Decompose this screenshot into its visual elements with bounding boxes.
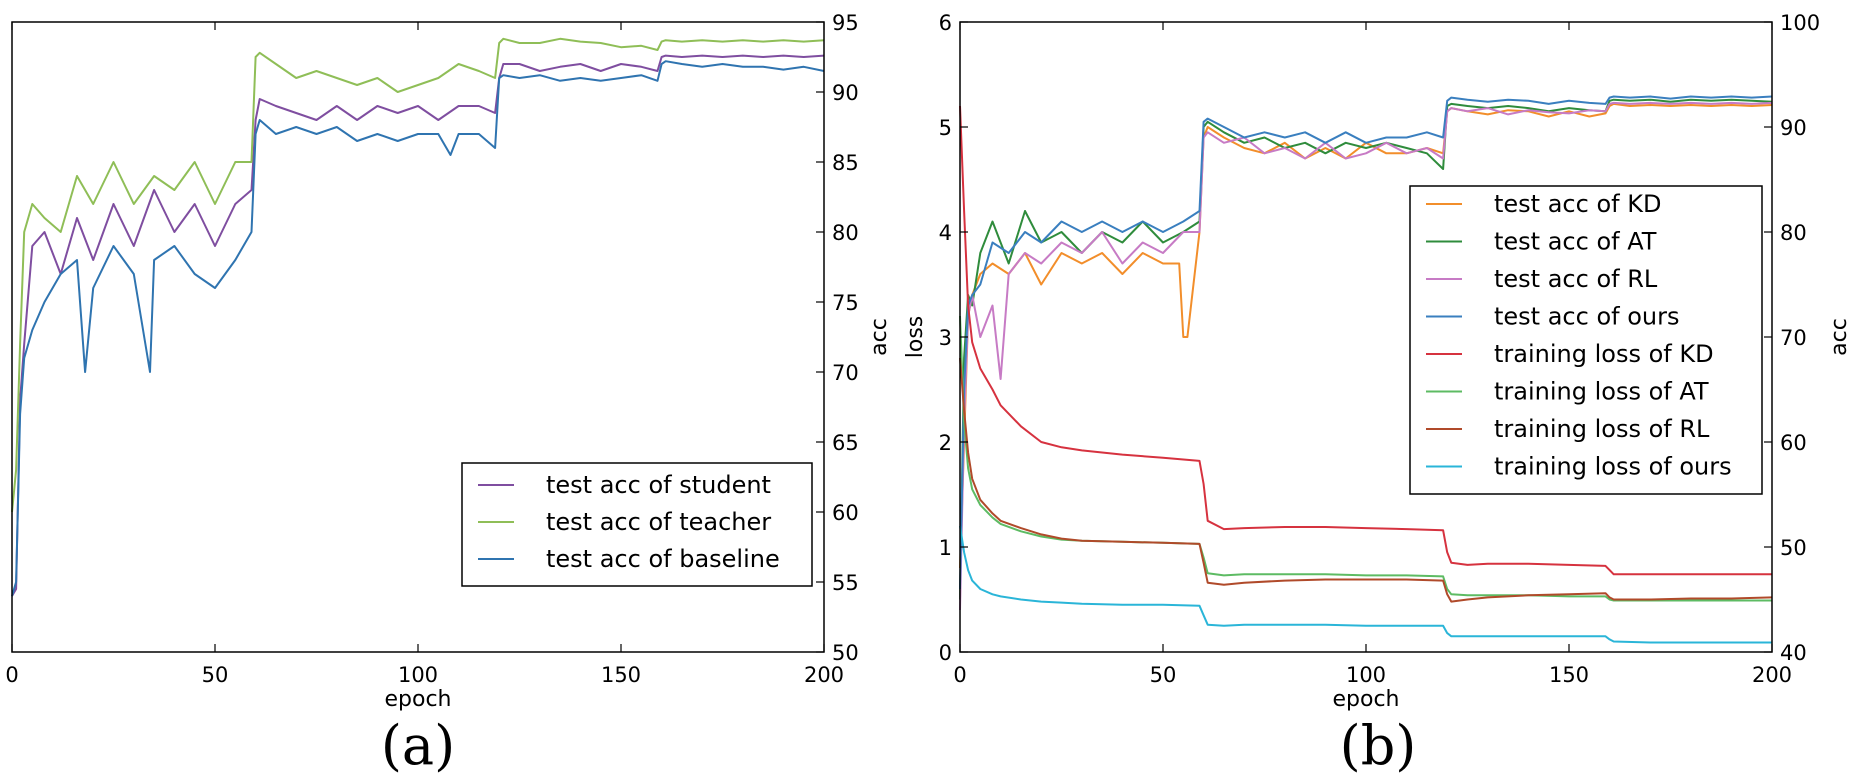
- panel-b-right-y-tick-label-4: 80: [1780, 221, 1807, 245]
- panel-b-left-y-tick-label-3: 3: [939, 326, 952, 350]
- panel-a-series-line-0: [11, 54, 825, 597]
- panel-b-legend-label-7: training loss of ours: [1494, 453, 1732, 481]
- panel-b-legend-label-3: test acc of ours: [1494, 303, 1679, 331]
- panel-b-left-y-tick-label-6: 6: [939, 11, 952, 35]
- panel-a-x-axis-label: epoch: [385, 687, 452, 712]
- panel-a-x-tick-label-3: 150: [601, 663, 641, 687]
- panel-b-x-tick-label-3: 150: [1549, 663, 1589, 687]
- panel-a-right-y-tick-label-5: 75: [832, 291, 859, 315]
- panel-b-left-y-tick-label-4: 4: [939, 221, 952, 245]
- panel-a-legend-box: [461, 462, 813, 587]
- panel-a-right-y-tick-label-9: 95: [832, 11, 859, 35]
- panel-a-legend: test acc of student test acc of teacher te…: [461, 462, 813, 587]
- panel-b-series-line-7: [959, 525, 1772, 644]
- panel-b-legend-label-6: training loss of RL: [1494, 415, 1710, 443]
- panel-a-caption: (a): [381, 714, 455, 777]
- panel-a-x-tick-label-0: 0: [5, 663, 18, 687]
- panel-b-x-tick-label-1: 50: [1150, 663, 1177, 687]
- panel-b: 0 50 100 150 200 0 1 2 3 4 5 6 40 50 60 70 80 90 100 epo…: [903, 11, 1852, 777]
- panel-a-x-tick-label-4: 200: [804, 663, 844, 687]
- panel-a-x-ticks: 0 50 100 150 200: [5, 22, 844, 687]
- panel-b-series-line-5: [959, 315, 1772, 602]
- panel-b-x-ticks: 0 50 100 150 200: [953, 22, 1792, 687]
- panel-b-series-line-4: [959, 105, 1772, 576]
- panel-b-legend: test acc of KD test acc of AT test acc of …: [1409, 185, 1763, 495]
- panel-a-x-tick-label-2: 100: [398, 663, 438, 687]
- panel-b-right-y-tick-label-5: 90: [1780, 116, 1807, 140]
- panel-b-right-y-tick-label-6: 100: [1780, 11, 1820, 35]
- panel-b-right-y-axis-label: acc: [1827, 318, 1852, 356]
- panel-b-right-y-tick-label-1: 50: [1780, 536, 1807, 560]
- panel-b-legend-label-1: test acc of AT: [1494, 228, 1657, 256]
- panel-a-right-y-tick-label-7: 85: [832, 151, 859, 175]
- panel-b-series-line-1: [959, 98, 1773, 600]
- panel-a-right-y-tick-label-0: 50: [832, 641, 859, 665]
- panel-a-legend-label-1: test acc of teacher: [546, 508, 771, 536]
- panel-a-right-y-tick-label-1: 55: [832, 571, 859, 595]
- panel-b-legend-label-5: training loss of AT: [1494, 378, 1709, 406]
- panel-a-right-y-tick-label-6: 80: [832, 221, 859, 245]
- panel-b-right-y-tick-label-3: 70: [1780, 326, 1807, 350]
- panel-b-x-tick-label-0: 0: [953, 663, 966, 687]
- panel-a-right-y-tick-label-8: 90: [832, 81, 859, 105]
- panel-a-right-y-tick-label-3: 65: [832, 431, 859, 455]
- panel-a-legend-label-0: test acc of student: [546, 471, 771, 499]
- panel-b-left-y-tick-label-2: 2: [939, 431, 952, 455]
- panel-b-x-axis-label: epoch: [1333, 687, 1400, 712]
- panel-b-series-line-0: [959, 102, 1773, 569]
- panel-a-series-line-1: [11, 37, 825, 513]
- panel-b-left-y-tick-label-0: 0: [939, 641, 952, 665]
- panel-a-right-y-tick-label-2: 60: [832, 501, 859, 525]
- panel-b-series-line-6: [959, 357, 1773, 603]
- panel-b-left-y-tick-label-5: 5: [939, 116, 952, 140]
- panel-b-series-line-3: [959, 95, 1773, 590]
- panel-b-left-y-tick-label-1: 1: [939, 536, 952, 560]
- panel-a-right-y-ticks: 50 55 60 65 70 75 80 85 90 95: [816, 11, 859, 665]
- panel-b-legend-label-0: test acc of KD: [1494, 190, 1661, 218]
- panel-b-caption: (b): [1340, 714, 1417, 777]
- panel-a-series-line-2: [11, 60, 825, 597]
- panel-a-series-lines: [11, 37, 825, 597]
- panel-b-x-tick-label-2: 100: [1346, 663, 1386, 687]
- panel-a-right-y-tick-label-4: 70: [832, 361, 859, 385]
- panel-b-legend-box: [1409, 185, 1763, 495]
- panel-b-legend-label-4: training loss of KD: [1494, 340, 1714, 368]
- panel-b-legend-label-2: test acc of RL: [1494, 265, 1658, 293]
- panel-a-legend-label-2: test acc of baseline: [546, 545, 780, 573]
- panel-b-series-lines: [959, 95, 1773, 644]
- panel-a-right-y-axis-label: acc: [867, 318, 892, 356]
- panel-b-right-y-tick-label-0: 40: [1780, 641, 1807, 665]
- panel-b-left-y-axis-label: loss: [903, 316, 928, 359]
- panel-b-right-y-tick-label-2: 60: [1780, 431, 1807, 455]
- panel-a-x-tick-label-1: 50: [202, 663, 229, 687]
- panel-b-right-y-ticks: 40 50 60 70 80 90 100: [1764, 11, 1820, 665]
- panel-b-series-line-2: [959, 101, 1773, 611]
- panel-b-left-y-ticks: 0 1 2 3 4 5 6: [939, 11, 968, 665]
- panel-b-x-tick-label-4: 200: [1752, 663, 1792, 687]
